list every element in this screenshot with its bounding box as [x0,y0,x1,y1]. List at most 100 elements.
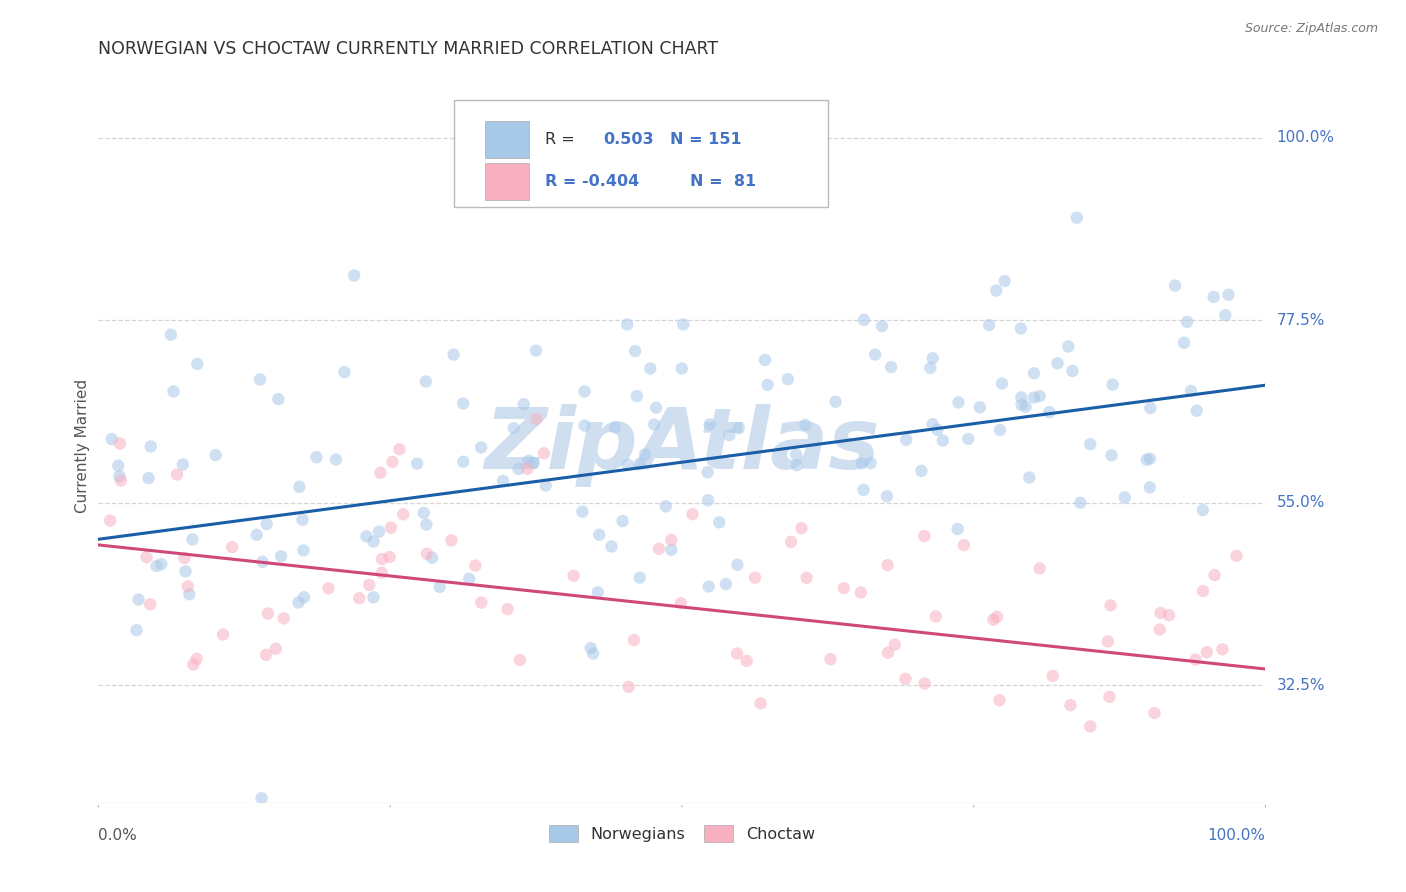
Point [1114,491,1136,505]
Point [318,582,340,596]
Point [986,609,1008,624]
Point [371,552,394,566]
Point [392,508,415,522]
Point [509,653,531,667]
Point [363,591,385,605]
Point [894,672,917,686]
Point [139,439,162,453]
Point [458,572,481,586]
Point [204,448,226,462]
Point [669,596,692,610]
Point [626,389,648,403]
Point [718,428,741,442]
Point [415,375,437,389]
Point [876,646,898,660]
Point [125,623,148,637]
Point [415,517,437,532]
Point [588,527,610,541]
Point [325,452,347,467]
Point [186,357,208,371]
Point [1078,719,1101,733]
Point [1014,400,1036,414]
Point [790,521,813,535]
Point [249,372,271,386]
Point [517,454,540,468]
Text: 0.0%: 0.0% [98,828,138,843]
Point [177,579,200,593]
Point [150,557,173,571]
Point [754,352,776,367]
Point [794,417,817,432]
Point [744,571,766,585]
Point [910,464,932,478]
Point [859,456,882,470]
Point [1159,608,1181,623]
Point [1139,451,1161,466]
Point [1211,642,1233,657]
Point [305,450,328,465]
Point [1192,584,1215,599]
Point [645,401,668,415]
Point [1164,278,1187,293]
Point [378,549,401,564]
Point [186,651,208,665]
Point [1139,401,1161,415]
Point [1213,308,1236,322]
Point [1202,290,1225,304]
Point [986,284,1008,298]
Point [617,458,640,472]
Point [179,587,201,601]
Point [100,432,122,446]
Text: Source: ZipAtlas.com: Source: ZipAtlas.com [1244,22,1378,36]
FancyBboxPatch shape [485,121,529,158]
Point [852,313,875,327]
Point [671,361,693,376]
Point [270,549,292,564]
Point [1028,389,1050,403]
Text: 32.5%: 32.5% [1277,678,1324,693]
Point [932,434,955,448]
Point [628,571,651,585]
Point [371,566,394,580]
Point [381,455,404,469]
Point [287,596,309,610]
Point [502,421,524,435]
Point [1101,448,1123,462]
Point [1038,405,1060,419]
Point [470,441,492,455]
Point [250,791,273,805]
Point [643,417,665,432]
Point [896,433,918,447]
Point [1011,398,1033,412]
Point [672,318,695,332]
Point [1062,364,1084,378]
Point [1010,321,1032,335]
Point [600,540,623,554]
Point [512,397,534,411]
Point [624,344,647,359]
Text: 0.503: 0.503 [603,132,654,147]
Point [416,547,439,561]
Point [735,654,758,668]
Point [946,522,969,536]
Point [508,462,530,476]
Point [523,456,546,470]
Point [256,517,278,532]
Point [135,550,157,565]
Point [697,580,720,594]
Point [1204,568,1226,582]
Point [128,592,150,607]
Point [749,696,772,710]
Point [516,462,538,476]
Point [174,565,197,579]
Legend: Norwegians, Choctaw: Norwegians, Choctaw [543,819,821,848]
Point [98,514,121,528]
Point [349,591,371,606]
Point [534,478,557,492]
Point [412,506,434,520]
Point [1185,403,1208,417]
Point [948,395,970,409]
Point [333,365,356,379]
Point [1225,549,1247,563]
Point [920,361,942,376]
